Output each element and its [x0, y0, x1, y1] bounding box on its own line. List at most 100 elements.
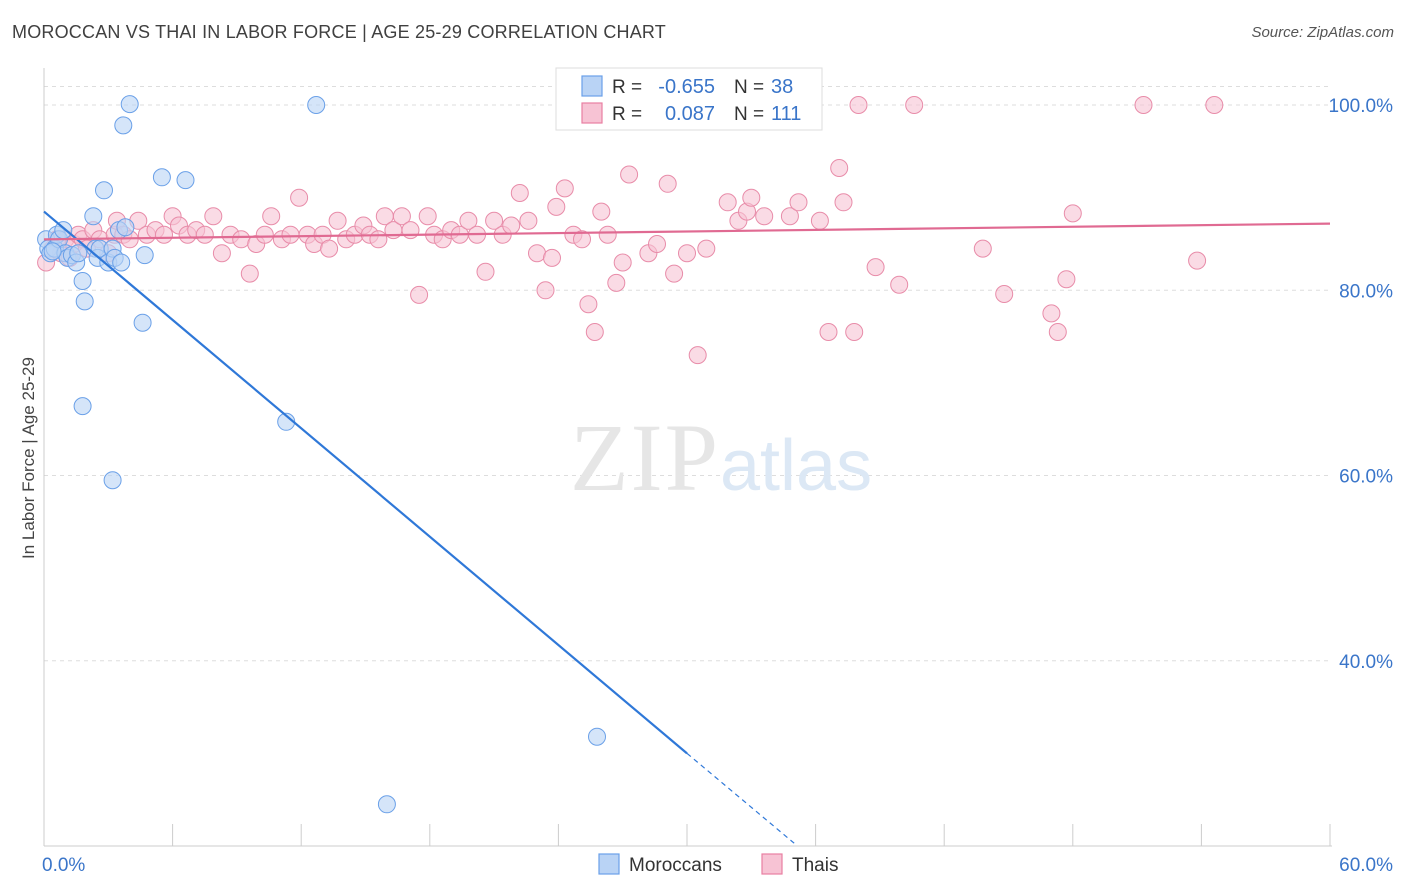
thai-point	[555, 179, 574, 198]
thai-point	[789, 193, 808, 212]
x-tick-label: 0.0%	[42, 855, 85, 876]
thai-point	[543, 248, 561, 267]
thai-point	[678, 244, 696, 263]
thai-point	[819, 323, 838, 341]
thai-point	[973, 239, 992, 258]
thai-point	[485, 211, 504, 230]
thai-point	[240, 264, 259, 283]
watermark: ZIP atlas	[570, 404, 872, 511]
thai-point	[648, 235, 666, 253]
y-tick-label: 60.0%	[1339, 467, 1393, 488]
legend-label-thais: Thais	[792, 855, 838, 876]
thai-point	[328, 211, 347, 230]
moroccan-point	[114, 116, 133, 135]
thai-point	[536, 281, 555, 300]
thai-point	[688, 346, 707, 365]
thai-point	[573, 230, 591, 249]
y-tick-label: 100.0%	[1329, 96, 1394, 117]
thai-point	[547, 197, 566, 216]
stats-r-value: -0.655	[658, 76, 715, 98]
thai-point	[392, 207, 411, 226]
thai-point	[232, 230, 251, 249]
thai-point	[755, 207, 774, 226]
thai-point	[1188, 251, 1207, 270]
legend-item-moroccans[interactable]: Moroccans	[598, 853, 722, 876]
thai-point	[592, 202, 611, 221]
thai-point	[459, 211, 478, 230]
moroccan-point	[588, 727, 606, 746]
moroccan-point	[135, 246, 154, 265]
x-tick-label: 60.0%	[1339, 855, 1393, 876]
chart-title: MOROCCAN VS THAI IN LABOR FORCE | AGE 25…	[12, 22, 667, 42]
legend-swatch-thais	[761, 853, 783, 875]
legend-swatch-moroccans	[598, 853, 620, 875]
legend-item-thais[interactable]: Thais	[761, 853, 838, 876]
thai-point	[780, 207, 799, 226]
thai-point	[579, 295, 598, 314]
thai-trend-line	[43, 222, 1331, 241]
thai-point	[742, 188, 761, 207]
legend-label-moroccans: Moroccans	[629, 855, 722, 876]
thai-point	[905, 96, 924, 114]
thai-point	[810, 211, 829, 230]
watermark-atlas: atlas	[720, 426, 872, 506]
thai-point	[845, 323, 864, 341]
stats-row-thais: R = 0.087 N = 111	[581, 102, 801, 125]
thai-point	[410, 285, 429, 304]
thai-point	[1205, 96, 1224, 114]
moroccan-point	[152, 168, 171, 187]
stats-row-moroccans: R = -0.655 N = 38	[581, 75, 793, 98]
thai-point	[866, 258, 885, 277]
y-axis-label: In Labor Force | Age 25-29	[19, 357, 38, 559]
stats-n-label: N =	[734, 77, 764, 98]
thai-point	[598, 225, 617, 244]
thai-point	[528, 244, 546, 263]
moroccan-point	[120, 95, 139, 114]
thai-point	[1134, 96, 1153, 114]
stats-r-label: R =	[612, 77, 642, 98]
thai-point	[204, 207, 223, 226]
thai-point	[212, 244, 231, 263]
thai-point	[262, 207, 281, 226]
thai-point	[195, 225, 214, 244]
thai-point	[665, 264, 684, 283]
thai-point	[476, 262, 495, 281]
chart-source: Source: ZipAtlas.com	[1251, 24, 1394, 41]
thai-point	[510, 184, 529, 202]
moroccan-point	[84, 207, 103, 226]
moroccan-point	[103, 471, 122, 490]
stats-r-value: 0.087	[665, 103, 715, 125]
stats-legend: R = -0.655 N = 38 R = 0.087 N = 111	[555, 67, 823, 131]
moroccan-point	[176, 171, 195, 190]
moroccan-point	[43, 242, 62, 261]
thai-point	[620, 165, 639, 184]
moroccan-point	[377, 795, 396, 814]
y-tick-label: 80.0%	[1339, 281, 1393, 302]
moroccan-point	[75, 292, 94, 311]
thai-point	[1063, 204, 1082, 223]
moroccan-point	[73, 272, 92, 290]
thai-point	[401, 221, 420, 240]
thai-point	[1057, 270, 1076, 289]
bottom-legend: Moroccans Thais	[598, 853, 838, 876]
thai-point	[995, 285, 1014, 303]
thai-point	[155, 225, 173, 244]
tick-labels: 40.0% 60.0% 80.0% 100.0% 0.0% 60.0%	[42, 96, 1393, 876]
moroccan-point	[69, 244, 88, 263]
thai-point	[849, 96, 868, 114]
thai-point	[320, 239, 339, 258]
thai-point	[607, 273, 626, 292]
stats-n-value: 38	[771, 76, 793, 98]
thai-point	[290, 188, 309, 207]
stats-n-value: 111	[771, 103, 801, 125]
thai-point	[519, 211, 538, 230]
thai-point	[718, 193, 737, 212]
stats-r-label: R =	[612, 104, 642, 125]
thai-point	[502, 216, 521, 235]
axes	[43, 68, 1332, 847]
thai-point	[369, 230, 388, 249]
watermark-zip: ZIP	[570, 404, 720, 511]
moroccan-point	[116, 218, 135, 237]
stats-n-label: N =	[734, 104, 764, 125]
